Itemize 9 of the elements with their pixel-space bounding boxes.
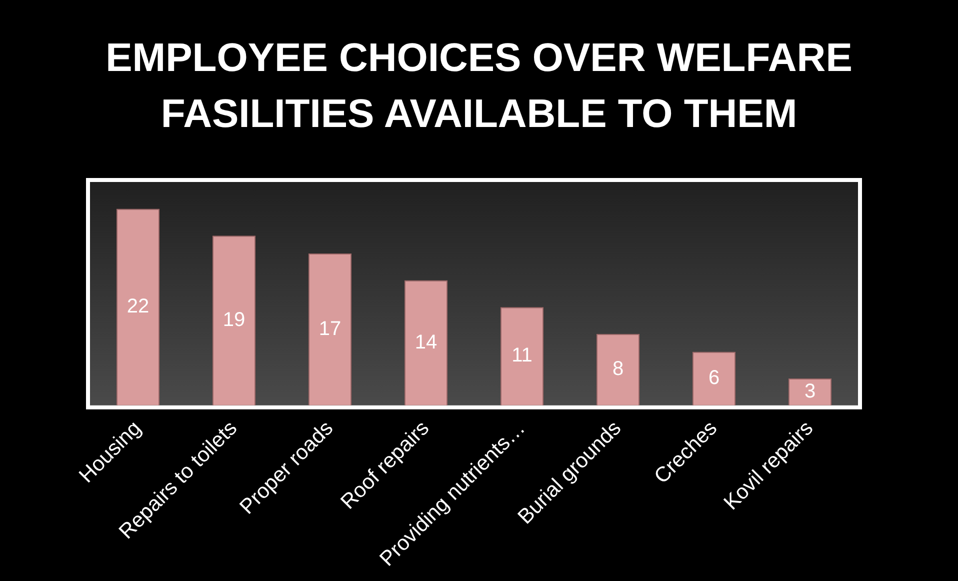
data-label: 17 [318, 318, 342, 340]
chart-title: EMPLOYEE CHOICES OVER WELFARE FASILITIES AVAILABLE TO THEM [104, 35, 854, 138]
data-label: 3 [804, 380, 816, 402]
data-label: 6 [708, 367, 720, 390]
data-label: 8 [612, 358, 624, 380]
data-label: 19 [222, 308, 246, 331]
data-label: 22 [126, 296, 150, 318]
data-label: 14 [414, 331, 438, 354]
data-label: 11 [512, 344, 532, 367]
